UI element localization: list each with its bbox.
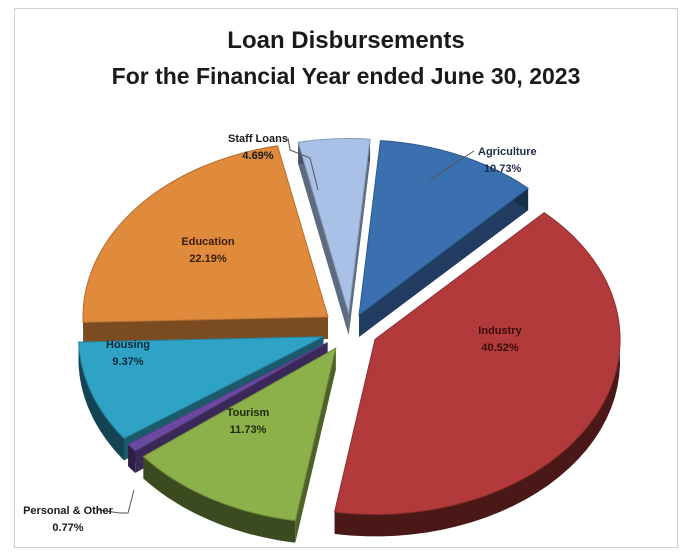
pie-slice-agriculture [358,140,529,337]
slice-name-label: Education [181,236,234,248]
slice-value-label: 9.37% [112,356,143,368]
slice-value-label: 10.73% [484,163,522,175]
pie-slice-industry [333,212,621,537]
slice-name-label: Personal & Other [23,505,114,517]
slice-value-label: 22.19% [189,253,227,265]
slice-side-wall [295,348,336,543]
slice-side-wall [359,188,529,337]
slice-top [333,212,621,515]
leader-line [97,489,135,514]
slice-top [358,140,529,317]
chart-title-block: Loan Disbursements For the Financial Yea… [14,24,678,94]
slice-top [142,347,337,522]
leader-line [287,137,319,191]
slice-top [127,342,328,452]
slice-side-wall [298,142,349,336]
slice-name-label: Industry [478,325,522,337]
slice-value-label: 0.77% [52,522,83,534]
slice-name-label: Agriculture [478,146,537,158]
slice-value-label: 4.69% [242,150,273,162]
slice-outer-wall [78,342,125,461]
slice-name-label: Staff Loans [228,133,288,145]
slice-value-label: 40.52% [481,342,519,354]
chart-title: Loan Disbursements [227,27,465,54]
slice-side-wall [128,342,328,467]
pie-slice-tourism [142,347,337,543]
slice-value-label: 11.73% [230,424,267,436]
slice-name-label: Tourism [227,407,270,419]
slice-outer-wall [143,456,296,543]
slice-top [82,145,329,323]
slice-side-wall [348,139,371,336]
slice-top [78,336,324,439]
slice-outer-wall [128,444,136,473]
chart-subtitle: For the Financial Year ended June 30, 20… [111,63,581,89]
leader-line [429,150,475,181]
slice-name-label: Housing [106,339,150,351]
